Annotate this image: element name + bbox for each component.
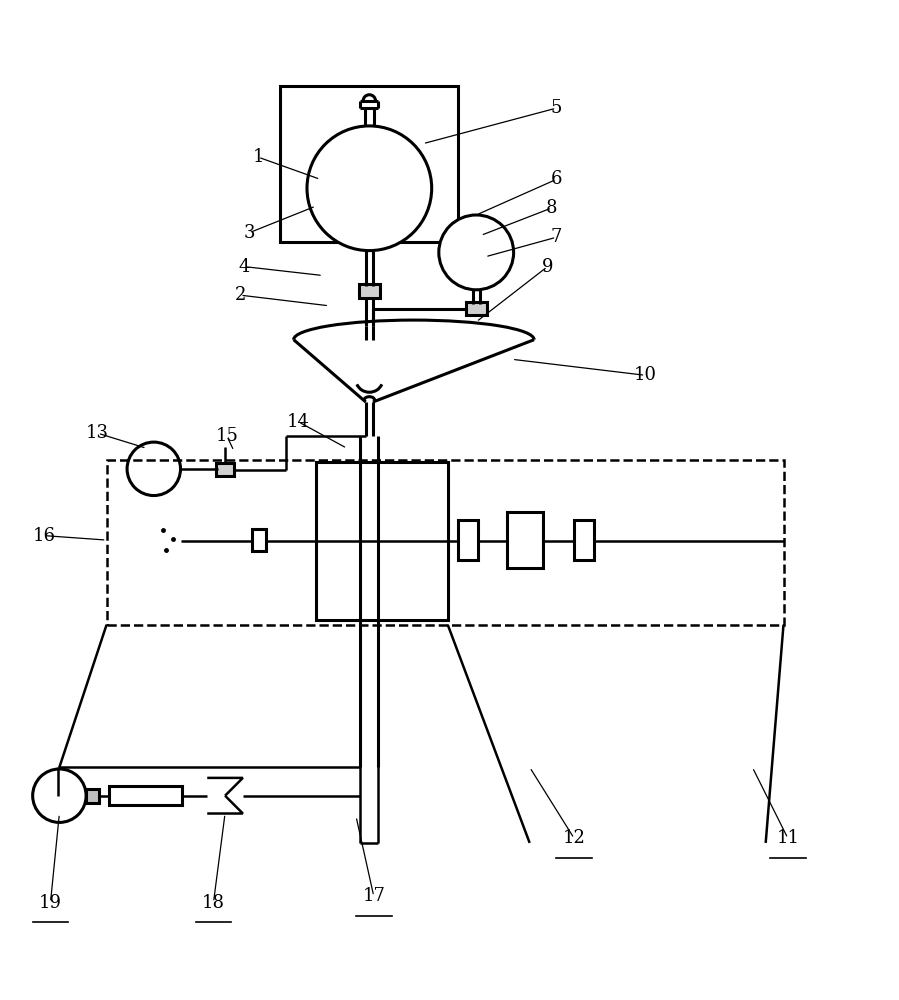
Text: 8: 8: [547, 199, 557, 217]
Text: 5: 5: [551, 99, 562, 117]
Text: 6: 6: [550, 170, 562, 188]
Text: 4: 4: [239, 258, 250, 276]
Bar: [280, 86, 458, 242]
Text: 9: 9: [542, 258, 553, 276]
Bar: [216, 463, 234, 476]
Bar: [458, 520, 478, 560]
Circle shape: [307, 126, 432, 251]
Bar: [507, 512, 543, 568]
Text: 3: 3: [244, 224, 254, 242]
Bar: [252, 529, 266, 551]
Text: 12: 12: [563, 829, 585, 847]
Circle shape: [127, 442, 181, 496]
Text: 11: 11: [777, 829, 799, 847]
Bar: [316, 462, 448, 620]
Bar: [359, 284, 380, 298]
Circle shape: [439, 215, 513, 290]
Text: 18: 18: [202, 894, 225, 912]
Text: 7: 7: [551, 228, 562, 246]
Text: 14: 14: [287, 413, 309, 431]
Bar: [574, 520, 593, 560]
Bar: [466, 302, 487, 315]
Circle shape: [32, 769, 86, 822]
Text: 15: 15: [216, 427, 238, 445]
Bar: [86, 789, 99, 803]
Bar: [110, 786, 182, 805]
Text: 17: 17: [362, 887, 386, 905]
Text: 16: 16: [32, 527, 56, 545]
Text: 13: 13: [86, 424, 109, 442]
Text: 19: 19: [39, 894, 62, 912]
Text: 2: 2: [235, 286, 246, 304]
Bar: [107, 460, 784, 625]
Text: 1: 1: [253, 148, 263, 166]
Text: 10: 10: [634, 366, 657, 384]
